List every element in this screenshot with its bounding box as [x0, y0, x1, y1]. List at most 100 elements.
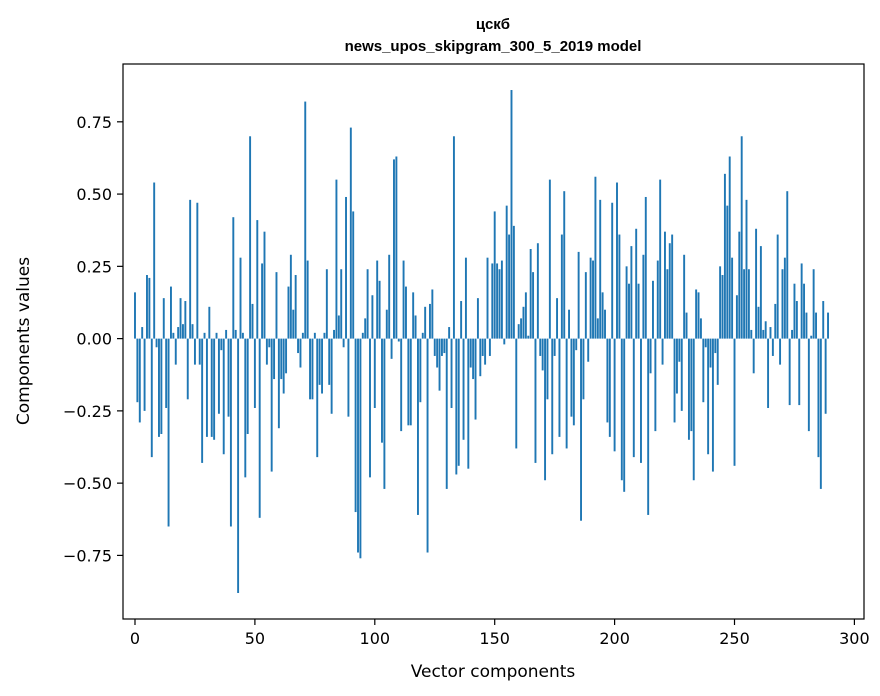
x-tick-label: 150: [479, 629, 510, 648]
bar: [683, 254, 686, 339]
bar: [457, 338, 460, 466]
bar: [261, 263, 264, 339]
bar: [596, 318, 599, 339]
x-tick-label: 200: [599, 629, 630, 648]
bar: [793, 283, 796, 339]
bar: [325, 269, 328, 339]
bar: [184, 301, 187, 339]
bar: [227, 338, 230, 417]
bar: [150, 338, 153, 458]
bar: [333, 329, 335, 339]
bar: [524, 292, 527, 339]
bar: [695, 289, 698, 339]
bar: [551, 338, 554, 455]
bar: [486, 257, 489, 339]
bar: [321, 338, 323, 394]
bar: [613, 338, 616, 452]
bar: [191, 324, 194, 339]
bar: [359, 338, 362, 559]
bar: [258, 338, 261, 518]
bar: [606, 338, 609, 423]
bar: [253, 338, 256, 408]
bar: [575, 338, 578, 351]
bar: [563, 191, 566, 339]
bar: [393, 159, 395, 339]
bar: [229, 338, 232, 527]
bar: [309, 338, 312, 400]
bar: [685, 312, 688, 339]
bar: [496, 263, 499, 339]
bar: [671, 234, 674, 339]
bar: [632, 338, 635, 458]
bar: [556, 298, 559, 339]
bar: [273, 338, 276, 380]
bar: [656, 260, 659, 339]
bar: [426, 338, 429, 553]
bar: [251, 303, 254, 339]
bar: [313, 332, 316, 339]
bar: [203, 332, 206, 339]
y-tick-label: 0.50: [76, 185, 112, 204]
bar: [337, 315, 340, 339]
bar: [347, 338, 350, 417]
bar: [438, 338, 441, 391]
bar: [419, 338, 422, 403]
bar: [306, 260, 309, 339]
bar: [304, 101, 307, 339]
bar: [208, 306, 211, 339]
bar: [815, 312, 817, 339]
bar: [529, 249, 532, 339]
bar: [462, 338, 465, 440]
bar: [711, 338, 714, 472]
bar: [198, 338, 201, 365]
bar: [232, 217, 235, 339]
bar: [479, 338, 482, 377]
bar: [616, 182, 618, 339]
y-tick-label: 0.25: [76, 257, 112, 276]
bar: [827, 312, 829, 339]
bar: [675, 338, 678, 394]
bar: [158, 338, 160, 437]
bar: [512, 225, 515, 339]
bar: [767, 338, 770, 408]
bar: [709, 338, 712, 368]
bar: [421, 332, 424, 339]
bar: [134, 292, 136, 339]
bar: [604, 309, 606, 339]
bar: [654, 338, 657, 432]
bar: [354, 338, 357, 513]
bar: [584, 272, 587, 339]
bar: [369, 338, 371, 478]
bar: [493, 211, 496, 339]
bar: [721, 275, 724, 339]
x-tick-label: 50: [245, 629, 265, 648]
bar: [534, 338, 537, 463]
bar: [148, 277, 151, 339]
bar: [289, 254, 292, 339]
bar: [769, 327, 772, 339]
bar: [498, 269, 501, 339]
y-tick-label: 0.00: [76, 330, 112, 349]
bar: [582, 338, 585, 400]
bar: [455, 338, 458, 475]
bar: [601, 292, 604, 339]
bar: [659, 179, 662, 339]
bar: [220, 338, 223, 351]
bar: [630, 246, 633, 339]
y-axis-label: Components values: [14, 257, 34, 425]
bar: [558, 338, 561, 437]
bar: [548, 179, 551, 339]
bar: [733, 338, 736, 466]
bar: [788, 338, 791, 406]
bar: [810, 335, 813, 339]
bar: [647, 338, 650, 515]
bar: [755, 228, 758, 339]
bar: [424, 306, 427, 339]
bar: [256, 220, 259, 339]
y-tick-label: −0.50: [63, 474, 112, 493]
bar: [349, 127, 352, 339]
bar: [397, 338, 400, 342]
bar: [764, 321, 767, 339]
bar: [565, 338, 568, 449]
bar: [376, 260, 379, 339]
